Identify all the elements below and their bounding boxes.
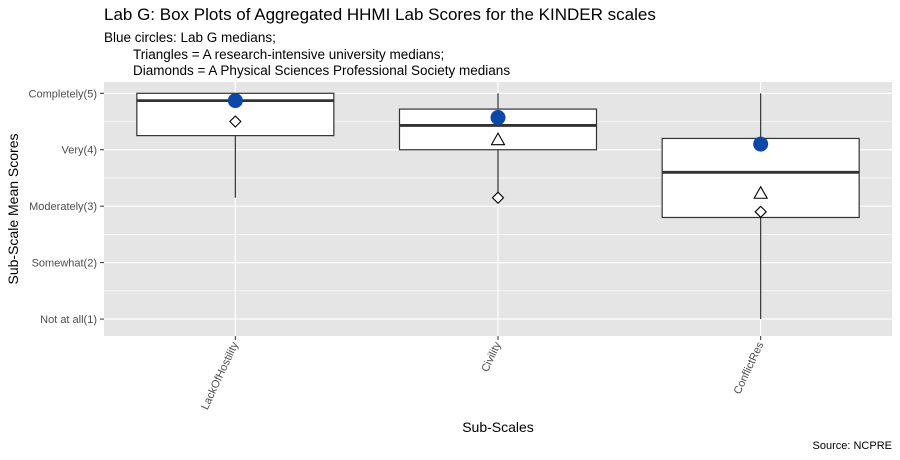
box-plots <box>136 92 860 320</box>
professional-society-median-diamond <box>754 205 767 219</box>
y-tick-label: Moderately(3) <box>29 201 97 213</box>
chart-subtitle: Blue circles: Lab G medians; Triangles =… <box>104 30 510 80</box>
lab-g-median-circle <box>490 110 506 126</box>
subtitle-line-triangles: Triangles = A research-intensive univers… <box>133 46 445 62</box>
x-tick-label: LackOfHostility <box>199 340 241 412</box>
lab-g-median-circle <box>753 136 769 152</box>
y-tick-label: Completely(5) <box>29 88 97 100</box>
chart-title: Lab G: Box Plots of Aggregated HHMI Lab … <box>104 5 656 24</box>
y-tick-label: Not at all(1) <box>40 314 97 326</box>
y-axis-title: Sub-Scale Mean Scores <box>5 134 21 285</box>
x-axis-title: Sub-Scales <box>462 419 534 435</box>
professional-society-median-diamond <box>491 191 505 204</box>
research-university-median-triangle <box>753 185 769 199</box>
subtitle-line-diamonds: Diamonds = A Physical Sciences Professio… <box>133 63 511 78</box>
source-caption: Source: NCPRE <box>812 440 892 452</box>
subtitle-line-circles: Blue circles: Lab G medians; <box>104 30 276 45</box>
y-tick-label: Very(4) <box>62 145 97 157</box>
median-markers <box>227 93 769 219</box>
x-tick-label: ConflictRes <box>732 340 767 396</box>
x-tick-label: Civility <box>479 340 504 374</box>
box-ConflictRes <box>661 137 860 219</box>
research-university-median-triangle <box>490 132 506 146</box>
y-tick-label: Somewhat(2) <box>32 258 97 270</box>
lab-g-median-circle <box>227 93 243 109</box>
professional-society-median-diamond <box>229 115 242 128</box>
